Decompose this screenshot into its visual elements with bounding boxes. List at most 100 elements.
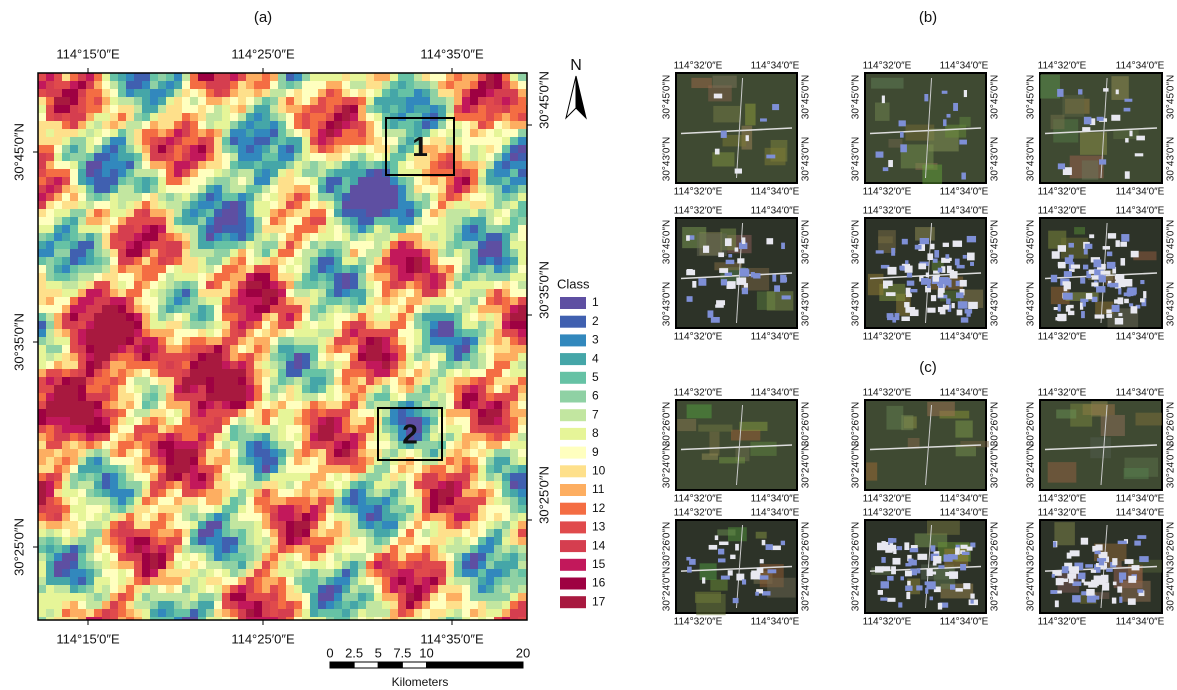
building (1052, 251, 1060, 259)
lon-label: 114°32′0″E (1038, 494, 1087, 505)
building (1093, 259, 1101, 267)
land-patch (696, 594, 725, 615)
lat-label: 30°24′0″N (801, 444, 812, 488)
building (890, 543, 893, 551)
land-patch (710, 579, 727, 590)
building (945, 254, 949, 258)
building (938, 268, 943, 273)
building (891, 248, 895, 256)
building (1091, 282, 1098, 286)
building (1092, 297, 1098, 302)
building (726, 282, 733, 289)
building (1135, 153, 1144, 156)
lat-label: 30°26′0″N (990, 522, 1001, 566)
building (692, 281, 696, 288)
lon-label: 114°32′0″E (674, 61, 723, 72)
building (718, 549, 724, 555)
building (762, 591, 770, 595)
building (967, 547, 973, 551)
building (1095, 551, 1101, 554)
building (942, 91, 948, 94)
land-patch (1040, 75, 1060, 99)
building (1101, 575, 1109, 583)
building (1125, 138, 1128, 142)
land-patch (731, 430, 760, 441)
legend-label: 9 (592, 445, 599, 459)
lon-label: 114°34′0″E (1116, 617, 1165, 628)
building (1057, 314, 1066, 321)
building (906, 592, 910, 599)
building (1111, 115, 1120, 121)
building (1058, 578, 1068, 582)
panel-label: (c) (919, 359, 937, 376)
building (1103, 88, 1108, 91)
building (762, 540, 766, 545)
building (963, 583, 970, 589)
building (959, 140, 967, 145)
building (751, 572, 760, 579)
lat-label: 30°43′0″N (851, 137, 862, 181)
building (1052, 574, 1055, 578)
building (1078, 89, 1082, 94)
building (933, 556, 941, 564)
legend-swatch (560, 316, 586, 328)
satellite-thumbnail (1040, 218, 1162, 328)
lat-label: 30°35′0″N (11, 313, 26, 371)
building (910, 289, 917, 292)
building (1107, 252, 1112, 257)
land-patch (1074, 227, 1085, 234)
building (772, 275, 776, 282)
lat-label: 30°43′0″N (1166, 137, 1177, 181)
building (1129, 303, 1133, 306)
satellite-thumbnail (676, 400, 797, 490)
lat-label: 30°26′0″N (801, 402, 812, 446)
lat-label: 30°43′0″N (1026, 137, 1037, 181)
building (1112, 558, 1117, 565)
building (687, 296, 693, 302)
lat-label: 30°26′0″N (1166, 522, 1177, 566)
land-patch (1051, 115, 1065, 129)
building (925, 581, 934, 585)
building (948, 554, 958, 559)
building (1081, 538, 1088, 545)
lon-label: 114°35′0″E (420, 631, 484, 646)
building (718, 558, 725, 562)
lon-label: 114°32′0″E (863, 206, 912, 217)
building (1071, 264, 1080, 268)
lat-label: 30°45′0″N (990, 220, 1001, 264)
building (686, 235, 690, 241)
building (962, 552, 970, 555)
lon-label: 114°32′0″E (674, 206, 723, 217)
lon-label: 114°34′0″E (751, 187, 800, 198)
land-patch (713, 76, 737, 88)
building (888, 160, 893, 167)
lat-label: 30°45′0″N (536, 71, 551, 129)
building (737, 258, 744, 263)
building (759, 575, 769, 579)
building (1107, 262, 1116, 269)
land-patch (750, 442, 776, 456)
building (1106, 569, 1113, 572)
building (964, 90, 967, 97)
legend-swatch (560, 391, 586, 403)
building (753, 273, 760, 278)
satellite-thumbnail (676, 520, 797, 615)
building (961, 173, 965, 180)
building (1083, 265, 1088, 270)
building (715, 149, 720, 155)
scale-label: 7.5 (393, 645, 411, 660)
lat-label: 30°24′0″N (1026, 444, 1037, 488)
land-patch (702, 453, 718, 459)
lon-label: 114°32′0″E (1038, 508, 1087, 519)
lon-label: 114°32′0″E (863, 187, 912, 198)
land-patch (767, 291, 794, 310)
figure: (a)114°15′0″E114°15′0″E114°25′0″E114°25′… (0, 0, 1177, 690)
building (1093, 596, 1099, 600)
building (687, 567, 692, 573)
land-patch (927, 521, 960, 535)
building (1132, 565, 1140, 570)
building (961, 317, 968, 322)
lat-label: 30°26′0″N (851, 522, 862, 566)
lon-label: 114°32′0″E (1038, 187, 1087, 198)
building (957, 265, 965, 269)
